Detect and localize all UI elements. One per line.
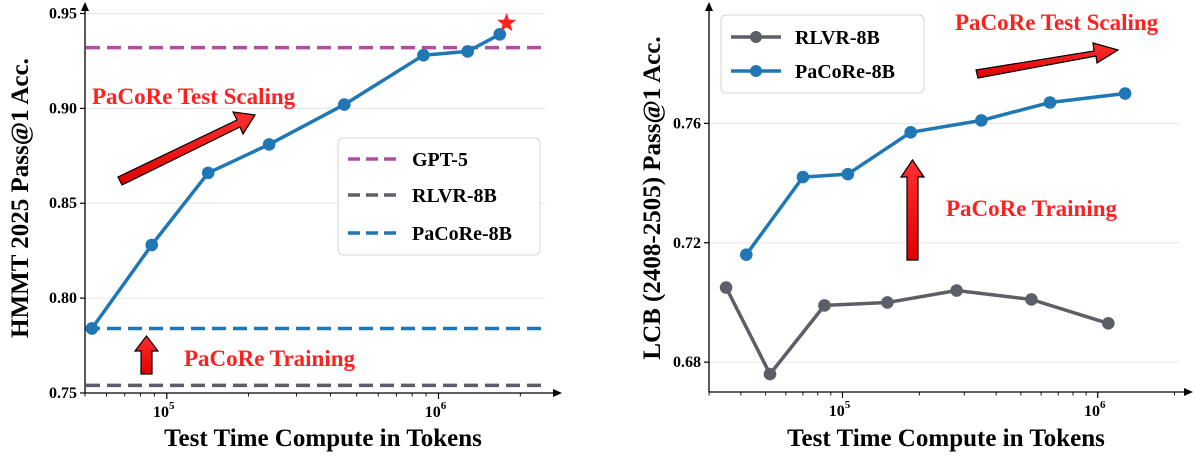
- y-tick-label: 0.85: [49, 195, 77, 212]
- left-test-scaling-label: PaCoRe Test Scaling: [92, 84, 296, 109]
- left-legend-label-pacore: PaCoRe-8B: [412, 223, 512, 245]
- right-panel: 0.68 0.72 0.76 105 106 Test Time Compute in …: [639, 2, 1193, 452]
- left-panel: 0.75 0.80 0.85 0.90 0.95 105 106 Test Time Com…: [7, 2, 562, 452]
- y-tick-label: 0.75: [49, 385, 77, 402]
- y-tick-label: 0.80: [49, 290, 77, 307]
- left-x-axis-arrowhead: [553, 389, 562, 397]
- left-legend-label-rlvr: RLVR-8B: [412, 185, 497, 207]
- star-marker: [497, 13, 517, 32]
- left-y-axis-arrowhead: [81, 2, 89, 11]
- data-point-pacore-8b: [201, 166, 215, 180]
- left-legend-label-gpt5: GPT-5: [412, 149, 468, 171]
- right-legend: RLVR-8B PaCoRe-8B: [720, 14, 925, 94]
- data-point-pacore-8b: [904, 126, 917, 139]
- data-point-pacore-8b: [493, 28, 507, 41]
- data-point-rlvr-8b: [818, 299, 831, 312]
- data-point-pacore-8b: [417, 48, 430, 62]
- left-test-scaling-arrow: [117, 111, 257, 186]
- right-x-axis-title: Test Time Compute in Tokens: [787, 425, 1105, 452]
- data-point-pacore-8b: [1118, 87, 1132, 100]
- left-y-axis-title: HMMT 2025 Pass@1 Acc.: [7, 58, 34, 338]
- right-legend-label-pacore: PaCoRe-8B: [795, 61, 895, 83]
- left-training-label: PaCoRe Training: [184, 346, 356, 371]
- right-test-scaling-label: PaCoRe Test Scaling: [955, 10, 1159, 35]
- left-training-arrow: [133, 335, 160, 375]
- y-tick-label: 0.76: [673, 115, 701, 132]
- right-legend-label-rlvr: RLVR-8B: [795, 27, 880, 49]
- data-point-pacore-8b: [796, 170, 810, 184]
- left-series: [85, 13, 517, 335]
- right-training-label: PaCoRe Training: [946, 196, 1118, 221]
- right-series: [719, 87, 1132, 381]
- data-point-pacore-8b: [85, 322, 99, 335]
- data-point-pacore-8b: [1043, 96, 1057, 109]
- data-point-rlvr-8b: [763, 367, 777, 381]
- right-legend-marker-pacore: [750, 65, 762, 77]
- y-tick-label: 0.72: [673, 235, 701, 252]
- x-tick-label: 105: [829, 399, 851, 420]
- left-x-axis-title: Test Time Compute in Tokens: [164, 425, 482, 452]
- data-point-rlvr-8b: [881, 296, 894, 309]
- data-point-pacore-8b: [841, 167, 855, 181]
- series-line-rlvr-8b: [724, 286, 1109, 376]
- right-legend-box: [720, 14, 925, 94]
- data-point-pacore-8b: [461, 45, 474, 58]
- data-point-pacore-8b: [975, 114, 988, 127]
- right-y-axis-arrowhead: [705, 2, 713, 11]
- left-legend-box: [337, 137, 541, 256]
- x-tick-label: 106: [1084, 399, 1106, 420]
- data-point-rlvr-8b: [719, 281, 733, 294]
- x-tick-label: 106: [425, 400, 447, 421]
- right-x-axis-arrowhead: [1184, 388, 1193, 396]
- data-point-pacore-8b: [262, 138, 276, 151]
- data-point-rlvr-8b: [1025, 293, 1038, 306]
- x-tick-label: 105: [153, 400, 175, 421]
- y-tick-label: 0.68: [673, 354, 701, 371]
- data-point-pacore-8b: [740, 248, 753, 262]
- data-point-pacore-8b: [145, 238, 159, 252]
- data-point-rlvr-8b: [1102, 317, 1115, 330]
- right-legend-marker-rlvr: [750, 31, 762, 43]
- right-y-axis-title: LCB (2408-2505) Pass@1 Acc.: [639, 36, 666, 359]
- y-tick-label: 0.90: [49, 100, 77, 117]
- right-training-arrow: [899, 158, 926, 261]
- series-line-pacore-8b: [90, 32, 501, 330]
- data-point-pacore-8b: [337, 98, 351, 111]
- data-point-rlvr-8b: [950, 284, 963, 297]
- right-gridlines: [709, 122, 1180, 363]
- y-tick-label: 0.95: [49, 5, 77, 22]
- left-legend: GPT-5 RLVR-8B PaCoRe-8B: [337, 137, 541, 256]
- left-ticks: 0.75 0.80 0.85 0.90 0.95 105 106: [49, 5, 521, 421]
- right-ticks: 0.68 0.72 0.76 105 106: [673, 115, 1176, 420]
- right-test-scaling-arrow: [975, 42, 1120, 79]
